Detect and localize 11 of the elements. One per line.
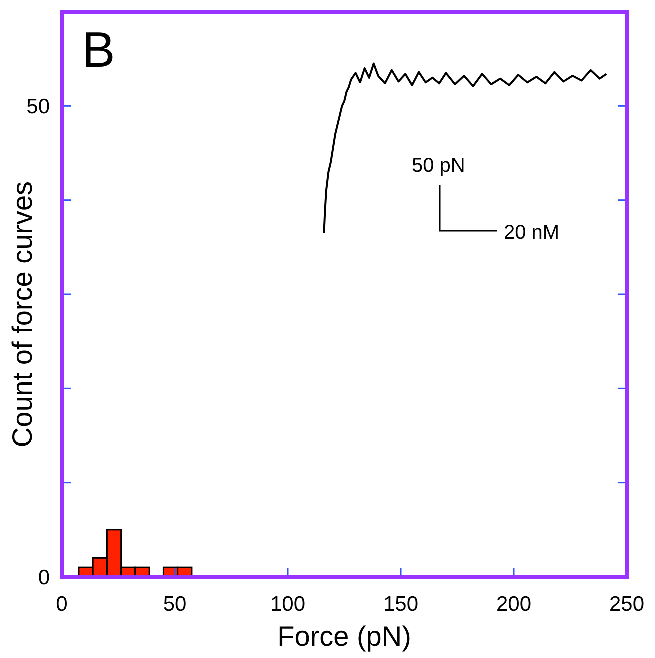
chart-title: B bbox=[82, 22, 116, 78]
x-tick-label: 150 bbox=[383, 593, 419, 616]
annotation: 50 pN bbox=[412, 155, 466, 177]
x-tick-label: 100 bbox=[270, 593, 306, 616]
annotation: 20 nM bbox=[504, 222, 560, 244]
x-axis-title: Force (pN) bbox=[278, 621, 412, 652]
x-tick-label: 0 bbox=[56, 593, 68, 616]
x-tick-label: 50 bbox=[163, 593, 187, 616]
x-tick-label: 200 bbox=[496, 593, 532, 616]
y-axis-title: Count of force curves bbox=[7, 181, 38, 448]
x-tick-label: 250 bbox=[609, 593, 645, 616]
